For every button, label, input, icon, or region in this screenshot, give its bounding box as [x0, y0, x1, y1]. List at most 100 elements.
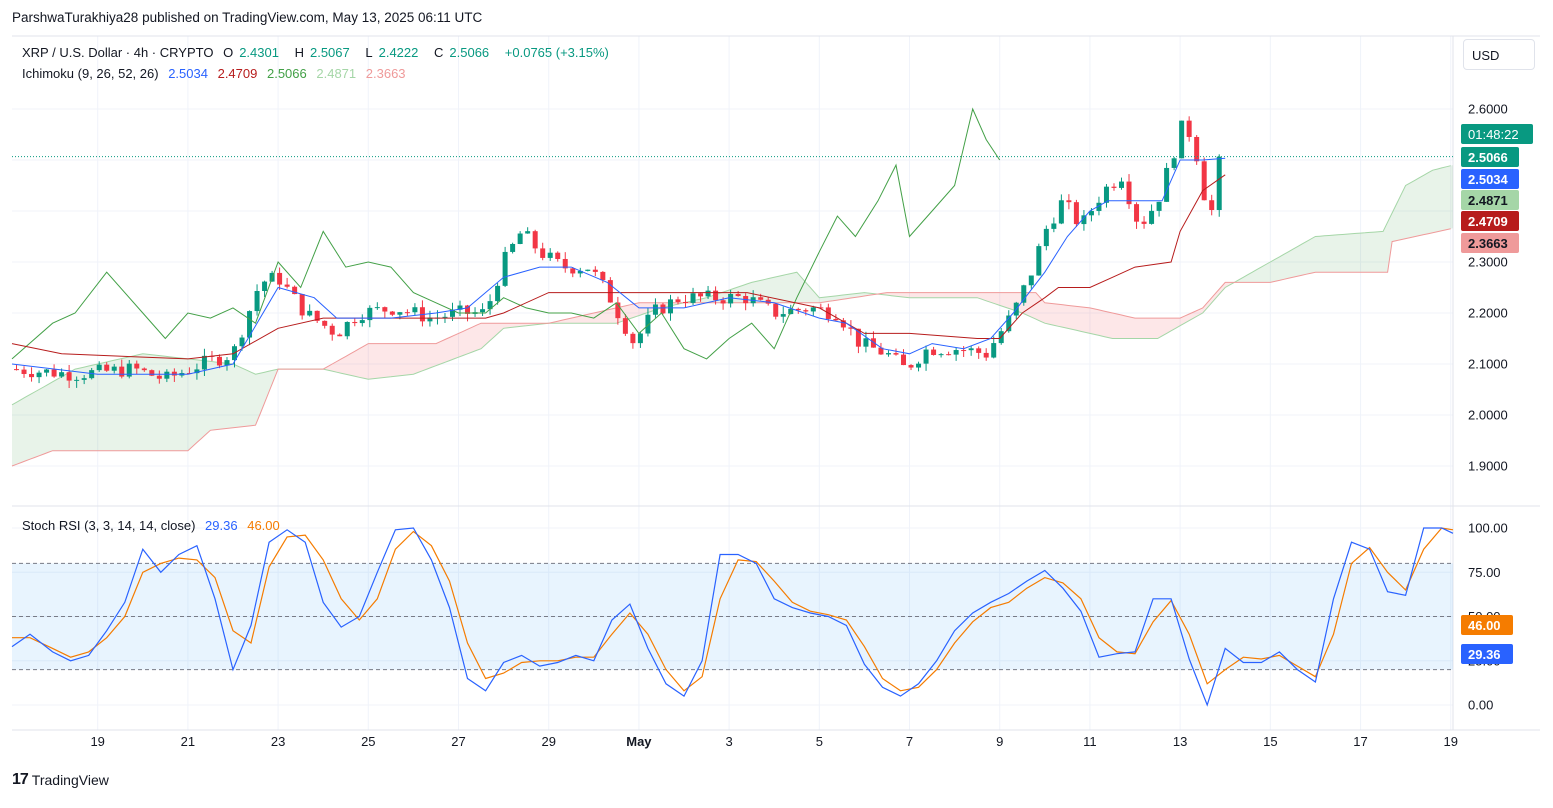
- countdown-badge: [1461, 124, 1533, 144]
- candle-body: [164, 371, 170, 379]
- candle-body: [870, 338, 876, 348]
- cloud-segment: [325, 302, 684, 380]
- ichimoku-title[interactable]: Ichimoku (9, 26, 52, 26): [22, 66, 159, 81]
- stoch-k-value: 29.36: [205, 518, 238, 533]
- stoch-tick-label: 0.00: [1468, 698, 1493, 713]
- candle-body: [1058, 200, 1064, 224]
- grid: [12, 36, 1453, 730]
- stoch-title[interactable]: Stoch RSI (3, 3, 14, 14, close): [22, 518, 196, 533]
- candle-body: [863, 338, 869, 347]
- ichimoku-legend: Ichimoku (9, 26, 52, 26) 2.5034 2.4709 2…: [22, 66, 412, 81]
- candle-body: [495, 285, 501, 302]
- close-value: 2.5066: [449, 45, 490, 60]
- candle-body: [337, 334, 343, 337]
- candle-body: [1043, 228, 1049, 247]
- candle-body: [247, 311, 253, 338]
- price-badge: [1461, 169, 1519, 189]
- candle-body: [1103, 186, 1109, 203]
- high-label: H: [294, 45, 304, 60]
- candle-body: [89, 370, 95, 379]
- candle-body: [803, 310, 809, 312]
- time-tick-label: 29: [541, 734, 555, 749]
- open-value: 2.4301: [239, 45, 279, 60]
- candle-body: [382, 307, 388, 312]
- tradingview-logo-icon: 17: [12, 771, 29, 788]
- tenkan-line: [11, 157, 1226, 375]
- time-tick-label: 15: [1263, 734, 1277, 749]
- symbol-legend: XRP / U.S. Dollar · 4h · CRYPTO O 2.4301 …: [22, 45, 615, 60]
- kijun-value: 2.4709: [217, 66, 258, 81]
- published-header: ParshwaTurakhiya28 published on TradingV…: [12, 10, 483, 25]
- low-label: L: [365, 45, 373, 60]
- price-tick-label: 2.3000: [1468, 255, 1508, 270]
- candle-body: [818, 307, 824, 309]
- price-change: +0.0765 (+3.15%): [504, 45, 609, 60]
- candle-body: [389, 311, 395, 315]
- candle-body: [848, 327, 854, 329]
- candle-body: [931, 349, 937, 355]
- price-badge: [1461, 147, 1519, 167]
- time-axis: 19 21 23 25 27 29 May 3 5 7 9 11 13 15 17 19: [90, 734, 1458, 749]
- candle-body: [299, 294, 305, 316]
- candle-body: [1216, 156, 1222, 211]
- candle-body: [592, 269, 598, 272]
- candle-body: [367, 307, 373, 321]
- time-tick-label: 17: [1353, 734, 1367, 749]
- candle-body: [239, 337, 245, 347]
- candle-body: [1006, 315, 1012, 332]
- span-a-value: 2.4871: [316, 66, 357, 81]
- price-badge: [1461, 233, 1519, 253]
- candle-body: [735, 293, 741, 297]
- candle-body: [329, 325, 335, 335]
- candle-body: [728, 293, 734, 304]
- price-badge-label: 2.3663: [1468, 236, 1508, 251]
- senkou-span-b-line: [11, 228, 1451, 467]
- candle-body: [780, 314, 786, 317]
- candle-body: [397, 312, 403, 315]
- candle-body: [878, 347, 884, 355]
- stoch-value-badge-label: 46.00: [1468, 618, 1501, 633]
- currency-button[interactable]: USD: [1463, 39, 1535, 70]
- candle-body: [555, 252, 561, 259]
- price-tick-label: 2.1000: [1468, 357, 1508, 372]
- price-axis: 1.9000 2.0000 2.1000 2.2000 2.3000 2.6000 01:4…: [1461, 102, 1533, 474]
- candle-body: [104, 364, 110, 371]
- time-tick-label: 13: [1173, 734, 1187, 749]
- candle-body: [991, 343, 997, 358]
- span-b-value: 2.3663: [365, 66, 406, 81]
- chikou-line: [11, 107, 1001, 360]
- candle-body: [938, 354, 944, 356]
- candle-body: [44, 369, 50, 373]
- price-tick-label: 2.0000: [1468, 408, 1508, 423]
- candle-body: [442, 316, 448, 318]
- time-tick-label: 7: [906, 734, 913, 749]
- candle-body: [953, 350, 959, 355]
- symbol-title[interactable]: XRP / U.S. Dollar · 4h · CRYPTO: [22, 45, 214, 60]
- candle-body: [1021, 285, 1027, 303]
- cloud-segment: [878, 282, 1235, 339]
- candle-body: [510, 243, 516, 252]
- candle-body: [81, 378, 87, 380]
- candle-body: [374, 307, 380, 309]
- candle-body: [284, 284, 290, 287]
- tenkan-value: 2.5034: [168, 66, 208, 81]
- candle-body: [352, 321, 358, 324]
- candle-body: [1209, 200, 1215, 211]
- candle-body: [908, 365, 914, 368]
- candle-body: [1088, 210, 1094, 216]
- candle-body: [968, 348, 974, 351]
- candle-body: [540, 248, 546, 258]
- candle-body: [59, 372, 65, 377]
- candle-body: [74, 379, 80, 381]
- candle-body: [773, 303, 779, 317]
- stoch-d-value: 46.00: [247, 518, 280, 533]
- candle-body: [1081, 215, 1087, 225]
- candle-body: [141, 368, 147, 371]
- candles: [14, 116, 1222, 389]
- time-tick-label: May: [626, 734, 652, 749]
- candle-body: [36, 372, 42, 378]
- time-tick-label: 9: [996, 734, 1003, 749]
- candle-body: [1186, 120, 1192, 137]
